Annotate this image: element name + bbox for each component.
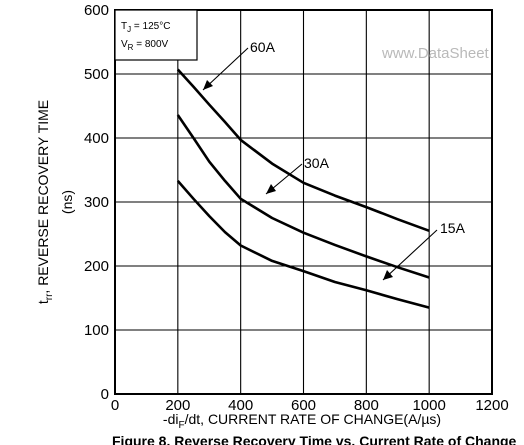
y-tick-label: 600 — [84, 2, 109, 19]
series-lines — [176, 68, 430, 309]
svg-text:15A: 15A — [440, 220, 466, 236]
y-tick-label: 300 — [84, 194, 109, 211]
series-line-30a — [176, 114, 430, 279]
y-tick-label: 100 — [84, 322, 109, 339]
figure-caption: Figure 8. Reverse Recovery Time vs. Curr… — [112, 433, 517, 445]
svg-text:60A: 60A — [250, 39, 276, 55]
conditions-box — [114, 9, 198, 61]
x-tick-label: 800 — [354, 397, 379, 414]
series-line-15a — [176, 180, 430, 309]
x-tick-label: 600 — [291, 397, 316, 414]
watermark: www.DataSheet — [381, 45, 490, 62]
series-line-60a — [176, 68, 430, 233]
y-axis-label: trr, REVERSE RECOVERY TIME — [35, 100, 55, 304]
y-tick-label: 500 — [84, 66, 109, 83]
condition-tj: TJ = 125°C — [121, 21, 170, 34]
x-axis-label: -diF/dt, CURRENT RATE OF CHANGE(A/µs) — [163, 411, 441, 431]
annotation-15a: 15A — [382, 220, 466, 281]
svg-text:30A: 30A — [304, 155, 330, 171]
grid — [115, 10, 492, 394]
x-tick-labels: 0 200 400 600 800 1000 1200 — [111, 397, 509, 414]
annotation-30a: 30A — [265, 155, 330, 195]
y-tick-labels: 0 100 200 300 400 500 600 — [84, 2, 109, 403]
x-tick-label: 1200 — [475, 397, 508, 414]
y-tick-label: 400 — [84, 130, 109, 147]
y-tick-label: 0 — [101, 386, 109, 403]
annotation-60a: 60A — [202, 39, 276, 91]
y-tick-label: 200 — [84, 258, 109, 275]
x-tick-label: 400 — [228, 397, 253, 414]
x-tick-label: 200 — [165, 397, 190, 414]
y-axis-unit: (ns) — [59, 190, 75, 214]
x-tick-label: 1000 — [412, 397, 445, 414]
condition-vr: VR = 800V — [121, 39, 169, 52]
x-tick-label: 0 — [111, 397, 119, 414]
